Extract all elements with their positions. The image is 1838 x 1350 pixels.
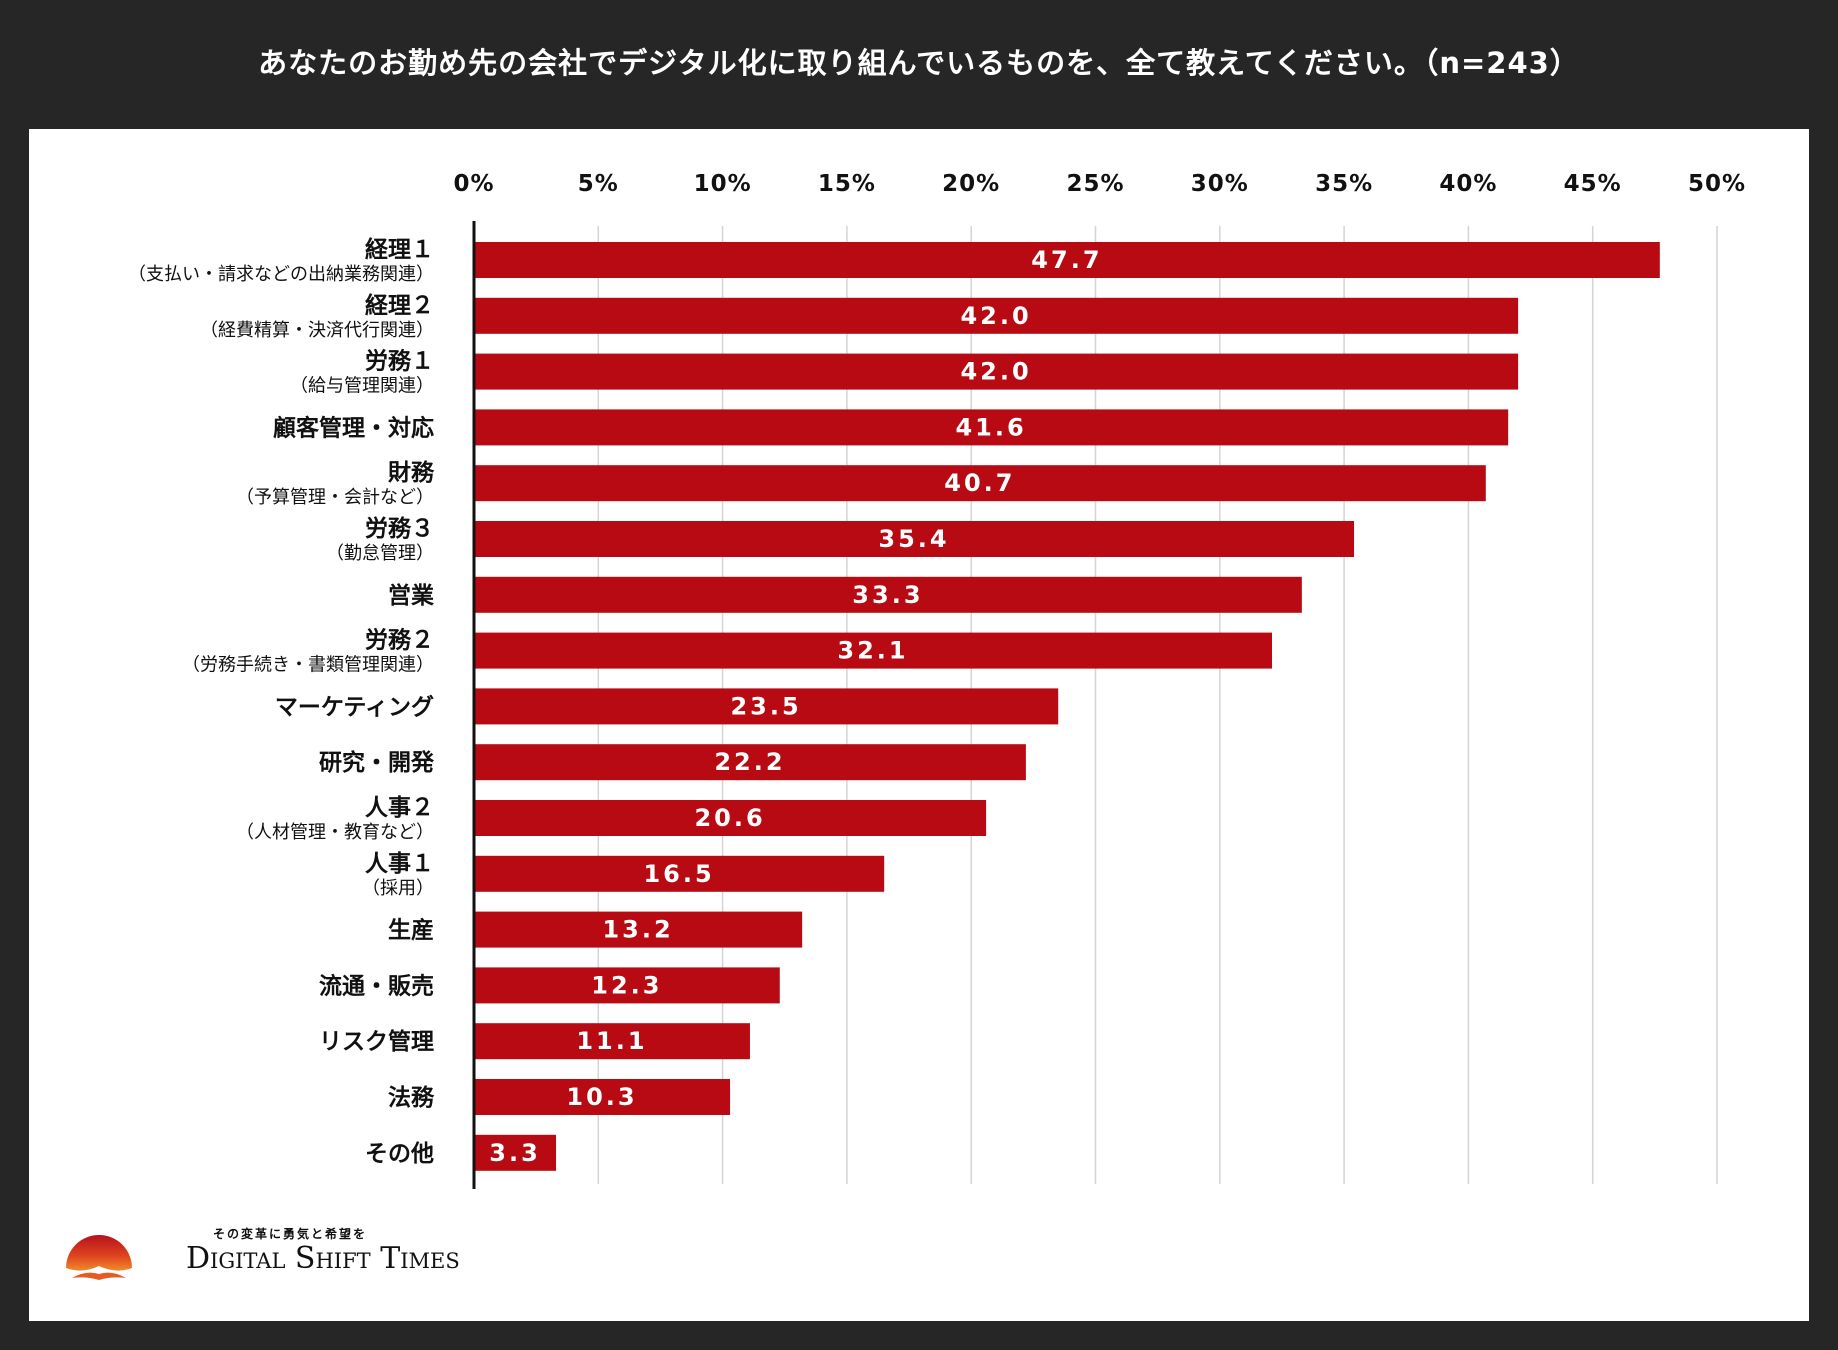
bar [474,1134,557,1171]
bar [474,688,1059,725]
category-label: 流通・販売 [319,972,434,999]
category-label: 労務２ [365,627,434,654]
bar-value-label: 41.6 [955,413,1026,441]
category-sublabel: （採用） [362,878,434,899]
category-label: 経理１ [365,236,434,263]
bar [474,1079,731,1115]
x-tick-label: 40% [1439,171,1497,197]
category-label: 労務１ [365,348,434,375]
category-sublabel: （経費精算・決済代行関連） [200,320,434,341]
x-tick-label: 15% [818,171,876,197]
x-tick-label: 5% [578,171,619,197]
category-label: 研究・開発 [319,749,435,776]
bar-value-label: 22.2 [714,748,785,776]
bar-value-label: 47.7 [1031,246,1102,274]
category-label: 労務３ [365,515,434,542]
category-sublabel: （労務手続き・書類管理関連） [182,655,434,676]
x-tick-label: 50% [1688,171,1746,197]
bar [474,576,1302,613]
bar-value-label: 42.0 [960,358,1031,386]
x-tick-label: 30% [1191,171,1249,197]
category-label: その他 [365,1141,434,1167]
category-label: 営業 [388,582,435,609]
category-label: リスク管理 [319,1028,434,1055]
bar-chart: 0% 5% 10% 15% 20% 25% 30% 35% 40% 45% 50% 47.742.0… [128,171,1746,1189]
bar-value-label: 11.1 [576,1027,647,1055]
bars: 47.742.042.041.640.735.433.332.123.522.2… [474,242,1660,1171]
category-sublabel: （給与管理関連） [290,376,434,397]
category-labels: 経理１（支払い・請求などの出納業務関連）経理２（経費精算・決済代行関連）労務１（… [128,236,435,1167]
bar-value-label: 23.5 [730,692,801,720]
bar [474,521,1355,557]
category-sublabel: （勤怠管理） [326,543,434,564]
category-label: 生産 [388,917,434,944]
category-label: 人事１ [365,851,434,877]
bar [474,353,1519,390]
bar-value-label: 10.3 [566,1083,637,1111]
bar-value-label: 20.6 [694,804,765,832]
category-label: 財務 [388,459,435,486]
category-label: 法務 [388,1084,435,1111]
x-tick-label: 20% [942,171,1000,197]
bar-value-label: 42.0 [960,302,1031,330]
category-sublabel: （人材管理・教育など） [236,822,434,843]
logo-tagline: その変革に勇気と希望を [213,1227,368,1241]
bar [474,409,1509,446]
x-axis-ticks: 0% 5% 10% 15% 20% 25% 30% 35% 40% 45% 50% [453,171,1746,197]
bar [474,1023,750,1060]
chart-title: あなたのお勤め先の会社でデジタル化に取り組んでいるものを、全て教えてください。（… [258,46,1580,80]
category-label: 経理２ [365,292,434,319]
bar-value-label: 13.2 [602,916,673,944]
brand-logo [64,1219,484,1299]
x-tick-label: 45% [1564,171,1622,197]
bar [474,632,1273,669]
category-sublabel: （予算管理・会計など） [236,487,434,508]
category-label: マーケティング [275,693,434,720]
bar [474,744,1026,781]
category-label: 人事２ [365,795,434,821]
bar [474,855,885,892]
logo-brand-name: Digital Shift Times [186,1241,460,1276]
bar-value-label: 12.3 [591,971,662,999]
bar-value-label: 3.3 [489,1139,541,1167]
bar [474,911,803,948]
bar-value-label: 35.4 [878,525,949,553]
bar [474,800,987,836]
bar [474,967,780,1004]
x-tick-label: 25% [1066,171,1124,197]
bar [474,465,1486,502]
category-label: 顧客管理・対応 [273,414,434,441]
bar-value-label: 32.1 [837,637,908,665]
rising-sun-icon [66,1235,132,1280]
bar [474,242,1660,278]
chart-panel: 0% 5% 10% 15% 20% 25% 30% 35% 40% 45% 50% 47.7 42.0… [29,129,1809,1321]
bar-value-label: 33.3 [852,581,923,609]
x-tick-label: 35% [1315,171,1373,197]
x-tick-label: 10% [694,171,752,197]
x-tick-label: 0% [453,171,494,197]
bar-value-label: 40.7 [944,469,1015,497]
category-sublabel: （支払い・請求などの出納業務関連） [128,264,434,285]
bar [474,297,1519,334]
bar-value-label: 16.5 [643,860,714,888]
